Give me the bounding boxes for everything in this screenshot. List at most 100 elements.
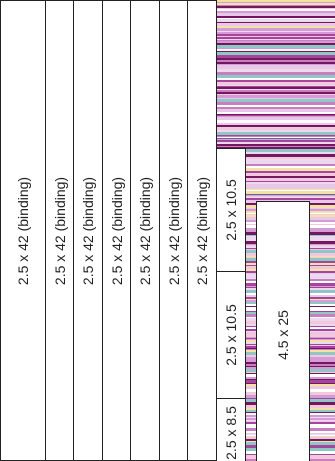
fabric-stripe xyxy=(215,171,335,173)
fabric-stripe xyxy=(215,81,335,82)
fabric-stripe xyxy=(215,197,335,198)
fabric-stripe xyxy=(215,58,335,60)
fabric-stripe xyxy=(215,8,335,9)
fabric-stripe xyxy=(215,120,335,121)
binding-strip-label: 2.5 x 42 (binding) xyxy=(15,176,31,285)
fabric-stripe xyxy=(215,90,335,92)
fabric-stripe xyxy=(215,87,335,89)
fabric-stripe xyxy=(215,49,335,51)
fabric-stripe xyxy=(215,99,335,102)
fabric-stripe xyxy=(215,106,335,107)
fabric-stripe xyxy=(215,2,335,3)
binding-strip-3: 2.5 x 42 (binding) xyxy=(73,0,103,461)
fabric-stripe xyxy=(215,121,335,123)
fabric-stripe xyxy=(215,3,335,5)
fabric-stripe xyxy=(215,0,335,2)
fabric-stripe xyxy=(215,173,335,176)
fabric-stripe xyxy=(215,138,335,139)
fabric-stripe xyxy=(215,117,335,120)
piece-middle: 2.5 x 10.5 xyxy=(216,271,246,399)
fabric-stripe xyxy=(215,114,335,115)
piece-label: 2.5 x 10.5 xyxy=(223,179,239,241)
fabric-stripe xyxy=(215,149,335,152)
fabric-stripe xyxy=(215,6,335,8)
fabric-stripe xyxy=(215,112,335,114)
fabric-stripe xyxy=(215,190,335,191)
piece-label: 4.5 x 25 xyxy=(275,310,291,360)
fabric-stripe xyxy=(215,55,335,58)
fabric-stripe xyxy=(215,48,335,49)
fabric-stripe xyxy=(215,198,335,200)
binding-strip-label: 2.5 x 42 (binding) xyxy=(108,176,125,285)
fabric-stripe xyxy=(215,23,335,26)
piece-label: 2.5 x 10.5 xyxy=(223,304,239,366)
fabric-stripe xyxy=(215,43,335,45)
fabric-stripe xyxy=(215,31,335,32)
fabric-stripe xyxy=(215,80,335,81)
fabric-stripe xyxy=(215,130,335,132)
fabric-stripe xyxy=(215,36,335,37)
fabric-stripe xyxy=(215,72,335,75)
binding-strip-label: 2.5 x 42 (binding) xyxy=(80,176,96,285)
fabric-stripe xyxy=(215,18,335,19)
fabric-stripe xyxy=(215,128,335,130)
fabric-stripe xyxy=(215,194,335,195)
fabric-stripe xyxy=(215,75,335,78)
binding-strip-5: 2.5 x 42 (binding) xyxy=(130,0,160,461)
fabric-stripe xyxy=(215,37,335,39)
fabric-stripe xyxy=(215,105,335,106)
fabric-stripe xyxy=(215,102,335,104)
fabric-stripe xyxy=(215,64,335,65)
fabric-stripe xyxy=(215,154,335,157)
fabric-stripe xyxy=(215,127,335,128)
fabric-stripe xyxy=(215,178,335,181)
piece-label: 2.5 x 8.5 xyxy=(223,406,239,460)
binding-strip-label: 2.5 x 42 (binding) xyxy=(51,176,68,285)
fabric-stripe xyxy=(215,9,335,11)
binding-strip-7: 2.5 x 42 (binding) xyxy=(187,0,217,461)
fabric-stripe xyxy=(215,115,335,116)
fabric-stripe xyxy=(215,92,335,94)
fabric-stripe xyxy=(215,168,335,171)
fabric-stripe xyxy=(215,22,335,23)
binding-strip-label: 2.5 x 42 (binding) xyxy=(165,176,182,285)
binding-strip-2: 2.5 x 42 (binding) xyxy=(45,0,74,461)
fabric-stripe xyxy=(215,176,335,178)
fabric-stripe xyxy=(215,11,335,13)
fabric-stripe xyxy=(215,78,335,80)
fabric-stripe xyxy=(215,51,335,52)
fabric-stripe xyxy=(215,135,335,136)
fabric-stripe xyxy=(215,137,335,138)
fabric-stripe xyxy=(215,157,335,159)
fabric-stripe xyxy=(215,40,335,41)
fabric-stripe xyxy=(215,186,335,189)
fabric-stripe xyxy=(215,123,335,125)
fabric-stripe xyxy=(215,116,335,117)
fabric-stripe xyxy=(215,45,335,48)
fabric-stripe xyxy=(215,34,335,36)
fabric-stripe xyxy=(215,62,335,64)
fabric-stripe xyxy=(215,159,335,162)
fabric-stripe xyxy=(215,68,335,69)
fabric-stripe xyxy=(215,166,335,168)
binding-strip-1: 2.5 x 42 (binding) xyxy=(0,0,46,461)
fabric-stripe xyxy=(215,184,335,186)
fabric-stripe xyxy=(215,52,335,55)
binding-strip-4: 2.5 x 42 (binding) xyxy=(102,0,131,461)
fabric-stripe xyxy=(215,28,335,31)
fabric-stripe xyxy=(215,82,335,85)
fabric-stripe xyxy=(215,132,335,135)
fabric-stripe xyxy=(215,162,335,164)
fabric-stripe xyxy=(215,19,335,22)
fabric-stripe xyxy=(215,144,335,146)
fabric-stripe xyxy=(215,140,335,142)
fabric-stripe xyxy=(215,189,335,190)
fabric-stripe xyxy=(215,13,335,16)
fabric-stripe xyxy=(215,164,335,166)
fabric-stripe xyxy=(215,69,335,72)
fabric-stripe xyxy=(215,60,335,62)
binding-strip-label: 2.5 x 42 (binding) xyxy=(194,176,210,285)
fabric-stripe xyxy=(215,147,335,149)
fabric-stripe xyxy=(215,142,335,144)
